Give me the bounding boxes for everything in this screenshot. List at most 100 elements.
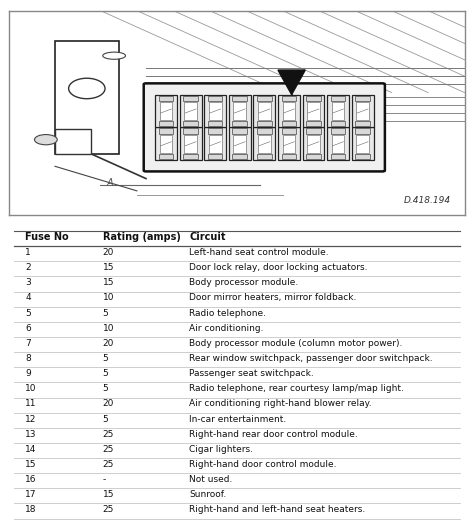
Text: 5: 5 xyxy=(103,414,109,423)
Bar xyxy=(283,135,295,153)
Bar xyxy=(282,128,296,134)
Text: 15: 15 xyxy=(103,263,114,272)
Text: 11: 11 xyxy=(26,400,37,409)
Bar xyxy=(331,121,345,127)
Text: 3: 3 xyxy=(26,278,31,287)
Bar xyxy=(356,102,369,120)
Text: 9: 9 xyxy=(26,369,31,378)
Bar xyxy=(306,154,321,159)
Text: 6: 6 xyxy=(26,324,31,332)
Text: D.418.194: D.418.194 xyxy=(404,196,451,205)
Bar xyxy=(332,102,345,120)
Text: 7: 7 xyxy=(26,339,31,348)
Bar xyxy=(209,102,221,120)
Bar xyxy=(356,121,370,127)
Bar xyxy=(208,96,222,101)
Text: 10: 10 xyxy=(26,384,37,393)
Text: In-car entertainment.: In-car entertainment. xyxy=(189,414,286,423)
Bar xyxy=(229,127,251,160)
Bar xyxy=(278,127,300,160)
Bar xyxy=(183,154,198,159)
Bar xyxy=(183,121,198,127)
Text: 4: 4 xyxy=(26,294,31,303)
Bar xyxy=(233,135,246,153)
Bar xyxy=(183,128,198,134)
Bar xyxy=(352,95,374,127)
Text: 20: 20 xyxy=(103,400,114,409)
Bar xyxy=(159,96,173,101)
Bar xyxy=(331,154,345,159)
Ellipse shape xyxy=(69,78,105,99)
Bar xyxy=(331,96,345,101)
Text: Body processor module (column motor power).: Body processor module (column motor powe… xyxy=(189,339,402,348)
Bar xyxy=(258,135,271,153)
Bar xyxy=(306,121,321,127)
Bar xyxy=(282,96,296,101)
Bar xyxy=(258,102,271,120)
Bar xyxy=(307,135,320,153)
Text: 8: 8 xyxy=(26,354,31,363)
Text: 15: 15 xyxy=(26,460,37,469)
Bar xyxy=(159,128,173,134)
Bar xyxy=(232,96,247,101)
Bar xyxy=(160,135,173,153)
Bar xyxy=(257,121,272,127)
Text: 16: 16 xyxy=(26,475,37,484)
Text: 5: 5 xyxy=(103,354,109,363)
Text: 20: 20 xyxy=(103,248,114,257)
Bar xyxy=(302,127,324,160)
Text: 10: 10 xyxy=(103,324,114,332)
Circle shape xyxy=(35,135,57,145)
Polygon shape xyxy=(278,70,305,95)
Bar xyxy=(155,127,177,160)
Bar xyxy=(282,154,296,159)
Text: 5: 5 xyxy=(26,309,31,318)
Bar xyxy=(282,121,296,127)
Bar xyxy=(257,154,272,159)
Text: 10: 10 xyxy=(103,294,114,303)
Bar xyxy=(306,128,321,134)
Text: Radio telephone.: Radio telephone. xyxy=(189,309,266,318)
Text: 25: 25 xyxy=(103,445,114,454)
Text: 15: 15 xyxy=(103,278,114,287)
Text: -: - xyxy=(103,475,106,484)
Text: Fuse No: Fuse No xyxy=(26,232,69,243)
Text: 15: 15 xyxy=(103,490,114,499)
Text: 5: 5 xyxy=(103,384,109,393)
Bar xyxy=(233,102,246,120)
Bar xyxy=(155,95,177,127)
Ellipse shape xyxy=(103,52,126,59)
Text: Passenger seat switchpack.: Passenger seat switchpack. xyxy=(189,369,314,378)
Text: 17: 17 xyxy=(26,490,37,499)
Text: 20: 20 xyxy=(103,339,114,348)
Bar xyxy=(204,95,226,127)
Text: 2: 2 xyxy=(26,263,31,272)
Text: Not used.: Not used. xyxy=(189,475,233,484)
Bar xyxy=(55,41,118,154)
Bar xyxy=(183,96,198,101)
Text: Air conditioning.: Air conditioning. xyxy=(189,324,264,332)
Bar xyxy=(306,96,321,101)
Text: 5: 5 xyxy=(103,309,109,318)
Bar xyxy=(327,127,349,160)
Bar xyxy=(232,121,247,127)
Bar xyxy=(278,95,300,127)
Bar xyxy=(331,128,345,134)
Bar xyxy=(229,95,251,127)
Bar xyxy=(257,128,272,134)
Bar xyxy=(160,102,173,120)
Bar xyxy=(307,102,320,120)
Text: 1: 1 xyxy=(26,248,31,257)
Bar xyxy=(257,96,272,101)
Text: 12: 12 xyxy=(26,414,37,423)
Text: Radio telephone, rear courtesy lamp/map light.: Radio telephone, rear courtesy lamp/map … xyxy=(189,384,404,393)
Bar xyxy=(159,154,173,159)
Text: 18: 18 xyxy=(26,505,37,514)
Text: A: A xyxy=(106,178,113,188)
Bar xyxy=(356,128,370,134)
Bar xyxy=(352,127,374,160)
Bar xyxy=(356,154,370,159)
Bar xyxy=(356,96,370,101)
Bar xyxy=(208,154,222,159)
Text: 5: 5 xyxy=(103,369,109,378)
